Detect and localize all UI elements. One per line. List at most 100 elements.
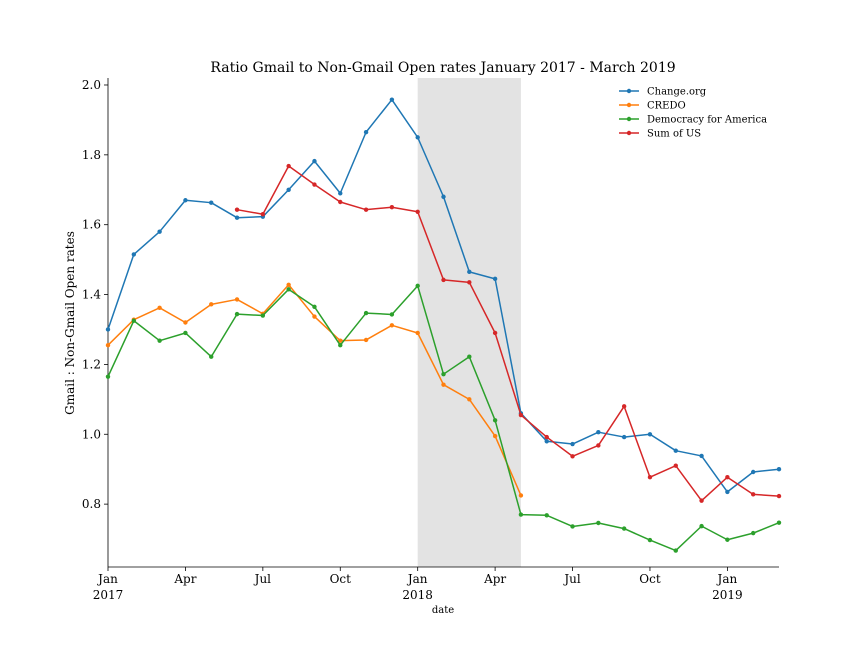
legend-marker — [626, 102, 632, 108]
y-tick-label: 0.8 — [82, 497, 101, 511]
data-point — [415, 209, 420, 214]
x-tick-label: Jan — [716, 572, 738, 586]
data-point — [647, 432, 653, 437]
data-point — [105, 343, 111, 348]
chart-title: Ratio Gmail to Non-Gmail Open rates Janu… — [210, 60, 675, 76]
data-point — [673, 548, 678, 553]
data-point — [286, 163, 291, 169]
data-point — [363, 129, 369, 135]
data-point — [286, 287, 291, 292]
data-point — [234, 311, 240, 317]
data-point — [183, 320, 188, 325]
data-point — [338, 199, 343, 205]
data-point — [750, 469, 756, 475]
data-point — [363, 337, 369, 343]
y-tick-label: 1.8 — [82, 148, 101, 162]
data-point — [389, 323, 395, 328]
data-point — [441, 194, 446, 199]
data-point — [312, 182, 317, 187]
data-point — [312, 158, 317, 164]
data-point — [183, 198, 188, 203]
legend-marker — [626, 116, 632, 122]
data-point — [725, 537, 730, 542]
data-point — [750, 530, 756, 536]
x-tick-year-label: 2018 — [402, 588, 433, 602]
data-point — [518, 512, 524, 517]
data-point — [570, 524, 575, 529]
x-tick-label: Oct — [639, 572, 661, 586]
data-point — [544, 439, 549, 444]
data-point — [389, 205, 395, 210]
data-point — [183, 330, 188, 336]
series-group — [105, 97, 782, 553]
data-point — [131, 252, 137, 257]
data-point — [492, 330, 498, 336]
data-point — [209, 354, 214, 359]
data-point — [544, 513, 549, 518]
data-point — [157, 229, 162, 234]
data-point — [776, 467, 782, 472]
y-tick-label: 1.2 — [82, 357, 101, 371]
legend-item: CREDO — [619, 101, 686, 112]
legend-item: Democracy for America — [619, 115, 767, 126]
series-sum-of-us — [234, 163, 782, 503]
data-point — [286, 282, 291, 287]
data-point — [363, 310, 369, 316]
legend-label: Change.org — [647, 87, 707, 98]
legend-label: Democracy for America — [647, 115, 767, 126]
data-point — [596, 429, 601, 435]
data-point — [673, 463, 678, 468]
data-point — [441, 371, 446, 377]
data-point — [699, 523, 704, 529]
data-point — [209, 200, 214, 205]
shaded-region — [417, 78, 521, 567]
data-point — [518, 493, 524, 498]
data-point — [105, 374, 111, 379]
data-point — [544, 434, 549, 440]
data-point — [518, 412, 524, 418]
data-point — [621, 434, 627, 440]
data-point — [492, 276, 498, 282]
data-point — [699, 498, 704, 503]
data-point — [234, 297, 240, 302]
data-point — [492, 418, 498, 423]
legend-marker — [626, 88, 632, 94]
y-ticks: 0.8 1.0 1.2 1.4 1.6 1.8 2.0 — [82, 78, 108, 511]
series-line — [236, 165, 780, 502]
y-tick-label: 2.0 — [82, 78, 101, 92]
data-point — [725, 475, 730, 480]
data-point — [415, 330, 420, 336]
data-point — [260, 212, 266, 217]
x-axis-label: date — [432, 605, 454, 616]
data-point — [338, 338, 343, 343]
series-change-org — [105, 97, 782, 495]
data-point — [647, 537, 653, 543]
y-axis-label: Gmail : Non-Gmail Open rates — [63, 231, 77, 415]
x-tick-year-label: 2017 — [93, 588, 124, 602]
data-point — [209, 302, 214, 307]
x-tick-label: Jan — [96, 572, 118, 586]
data-point — [441, 382, 446, 387]
data-point — [131, 318, 137, 323]
data-point — [699, 453, 704, 459]
data-point — [260, 313, 266, 318]
data-point — [596, 520, 601, 526]
data-point — [776, 520, 782, 525]
legend: Change.org CREDO Democracy for America Sum … — [619, 87, 767, 140]
x-tick-label: Jul — [562, 572, 581, 586]
data-point — [234, 207, 240, 212]
legend-item: Sum of US — [619, 129, 701, 140]
legend-label: Sum of US — [647, 129, 701, 140]
x-tick-label: Oct — [330, 572, 352, 586]
data-point — [338, 343, 343, 348]
data-point — [415, 135, 420, 140]
data-point — [750, 492, 756, 497]
data-point — [467, 269, 472, 275]
data-point — [570, 441, 575, 447]
data-point — [105, 327, 111, 332]
data-point — [467, 397, 472, 402]
data-point — [673, 448, 678, 453]
legend-item: Change.org — [619, 87, 707, 98]
data-point — [467, 354, 472, 359]
